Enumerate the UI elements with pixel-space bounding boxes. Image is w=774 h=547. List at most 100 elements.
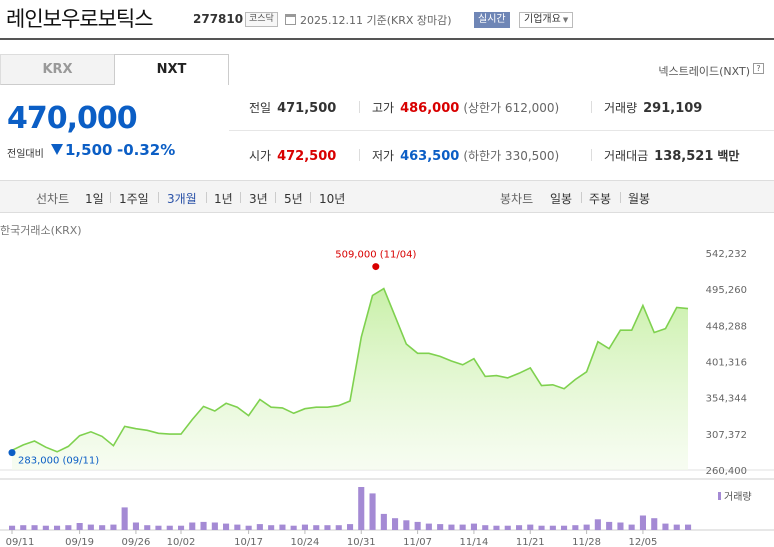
x-tick-label: 09/11 [6,537,35,547]
volume-bar [470,523,477,531]
price-chart-svg: 한국거래소(KRX) 542,232 495,260 448,288 401,316 35… [0,224,774,547]
volume-bar [685,524,692,530]
realtime-button[interactable]: 실시간 [474,12,510,28]
volume-bar [448,524,455,530]
stat-separator [591,149,592,161]
tab-nxt[interactable]: NXT [114,54,229,85]
volume-bar [9,525,16,530]
x-tick-label: 11/21 [516,537,545,547]
volume-bar [290,525,297,530]
period-1y[interactable]: 1년 [214,192,233,206]
volume-bar [617,522,624,530]
period-5y[interactable]: 5년 [284,192,303,206]
volume-bar [54,525,61,530]
stat-open: 시가 472,500 [249,147,336,164]
toolbar-separator [206,192,207,203]
volume-bar [42,525,49,530]
chart-source-label: 한국거래소(KRX) [0,224,82,237]
current-price: 470,000 [7,101,138,136]
company-overview-button[interactable]: 기업개요 ▼ [519,12,574,28]
volume-bar [459,524,466,530]
volume-bar [504,525,511,530]
volume-bar [516,525,523,530]
period-1w[interactable]: 1주일 [119,192,149,206]
volume-bar [200,521,207,530]
x-tick-label: 09/26 [122,537,151,547]
volume-bar [403,520,410,530]
x-tick-label: 10/17 [234,537,263,547]
stat-value: 472,500 [277,149,337,164]
price-box: 470,000 전일대비 1,500 -0.32% [0,85,229,175]
candle-daily[interactable]: 일봉 [550,192,573,206]
change-label: 전일대비 [7,149,44,160]
volume-bar [324,525,331,530]
period-1d[interactable]: 1일 [85,192,104,206]
down-arrow-icon [51,144,63,155]
stat-label: 거래량 [604,101,638,115]
tab-krx[interactable]: KRX [0,54,115,85]
period-3y[interactable]: 3년 [249,192,268,206]
x-tick-label: 10/02 [167,537,196,547]
stat-prev-close: 전일 471,500 [249,99,336,116]
y-tick-label: 495,260 [706,285,747,296]
volume-bar [493,525,500,530]
high-marker [372,263,380,271]
x-tick-label: 11/28 [572,537,601,547]
volume-bar [549,525,556,530]
calendar-icon [285,14,296,25]
volume-bar [211,522,218,530]
help-icon[interactable]: ? [753,63,764,74]
volume-bar [234,524,241,530]
candle-weekly[interactable]: 주봉 [589,192,612,206]
volume-bar [189,522,196,530]
period-10y[interactable]: 10년 [319,192,346,206]
stat-separator [591,101,592,113]
header: 레인보우로보틱스 277810 코스닥 2025.12.11 기준(KRX 장마… [0,0,774,38]
volume-bar [572,525,579,530]
stat-low: 저가 463,500 (하한가 330,500) [372,147,559,164]
volume-bar [369,493,376,530]
volume-bar [121,507,128,530]
volume-legend-swatch [718,492,721,500]
volume-bar [268,525,275,530]
change-amount: 1,500 [65,141,113,159]
stat-amount: 거래대금 138,521 백만 [604,147,739,164]
volume-bar [651,518,658,530]
volume-bar [673,524,680,530]
toolbar-separator [620,192,621,203]
volume-bar [20,525,27,530]
toolbar-separator [240,192,241,203]
stat-label: 고가 [372,101,395,115]
volume-bar [65,525,72,530]
x-tick-label: 09/19 [65,537,94,547]
candle-monthly[interactable]: 월봉 [628,192,651,206]
price-chart: 한국거래소(KRX) 542,232 495,260 448,288 401,316 35… [0,220,774,547]
y-tick-label: 401,316 [706,358,747,369]
volume-bar [425,523,432,531]
stat-high: 고가 486,000 (상한가 612,000) [372,99,559,116]
stock-name: 레인보우로보틱스 [6,7,154,31]
stat-label: 거래대금 [604,149,649,163]
candle-chart-label: 봉차트 [500,192,534,206]
period-3m[interactable]: 3개월 [167,192,197,206]
stat-volume: 거래량 291,109 [604,99,702,116]
y-tick-label: 542,232 [706,249,747,260]
stat-label: 시가 [249,149,272,163]
stat-value: 471,500 [277,101,337,116]
toolbar-separator [110,192,111,203]
stat-unit: 백만 [717,149,740,163]
volume-legend: 거래량 [724,491,752,503]
volume-bar [279,524,286,530]
volume-bar [347,524,354,530]
volume-bar [662,523,669,531]
volume-bar [223,523,230,531]
volume-bar [392,518,399,530]
x-tick-label: 12/05 [629,537,658,547]
toolbar-separator [158,192,159,203]
stats-divider [229,130,774,131]
nxt-link[interactable]: 넥스트레이드(NXT) [658,65,750,78]
volume-bar [538,525,545,530]
stock-code: 277810 [193,12,244,26]
low-marker [8,449,16,457]
chevron-down-icon: ▼ [562,16,569,24]
